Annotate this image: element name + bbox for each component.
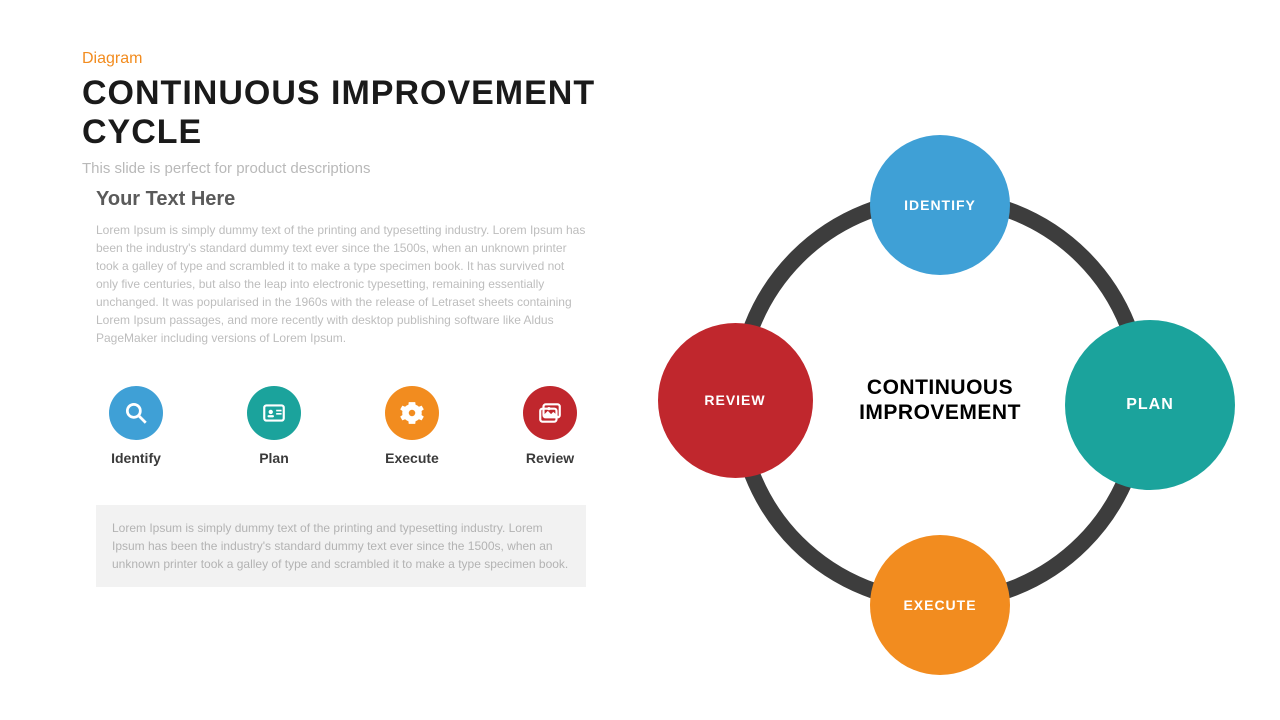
slide-tag: Diagram bbox=[82, 50, 682, 68]
icon-label: Review bbox=[526, 450, 574, 466]
icon-item-execute: Execute bbox=[372, 386, 452, 466]
node-label: PLAN bbox=[1126, 396, 1174, 414]
body-paragraph: Lorem Ipsum is simply dummy text of the … bbox=[96, 221, 586, 347]
center-line-1: CONTINUOUS bbox=[867, 375, 1013, 400]
icon-item-identify: Identify bbox=[96, 386, 176, 466]
cycle-node-identify: IDENTIFY bbox=[870, 135, 1010, 275]
bottom-text-box: Lorem Ipsum is simply dummy text of the … bbox=[96, 505, 586, 587]
cycle-diagram: CONTINUOUS IMPROVEMENT IDENTIFY PLAN EXE… bbox=[660, 150, 1220, 710]
search-icon bbox=[109, 386, 163, 440]
cycle-node-plan: PLAN bbox=[1065, 320, 1235, 490]
slide-subtitle: This slide is perfect for product descri… bbox=[82, 160, 682, 177]
icon-label: Identify bbox=[111, 450, 161, 466]
node-label: REVIEW bbox=[704, 392, 765, 408]
cycle-node-execute: EXECUTE bbox=[870, 535, 1010, 675]
icon-label: Execute bbox=[385, 450, 439, 466]
icon-item-review: Review bbox=[510, 386, 590, 466]
slide-title: CONTINUOUS IMPROVEMENT CYCLE bbox=[82, 74, 682, 152]
center-line-2: IMPROVEMENT bbox=[859, 400, 1021, 425]
gear-icon bbox=[385, 386, 439, 440]
id-card-icon bbox=[247, 386, 301, 440]
icon-row: Identify Plan Execute Review bbox=[96, 386, 596, 466]
body-heading: Your Text Here bbox=[96, 188, 586, 211]
icon-label: Plan bbox=[259, 450, 289, 466]
images-icon bbox=[523, 386, 577, 440]
bottom-text: Lorem Ipsum is simply dummy text of the … bbox=[112, 519, 570, 573]
cycle-node-review: REVIEW bbox=[658, 323, 813, 478]
icon-item-plan: Plan bbox=[234, 386, 314, 466]
node-label: IDENTIFY bbox=[904, 197, 976, 213]
node-label: EXECUTE bbox=[903, 597, 976, 613]
